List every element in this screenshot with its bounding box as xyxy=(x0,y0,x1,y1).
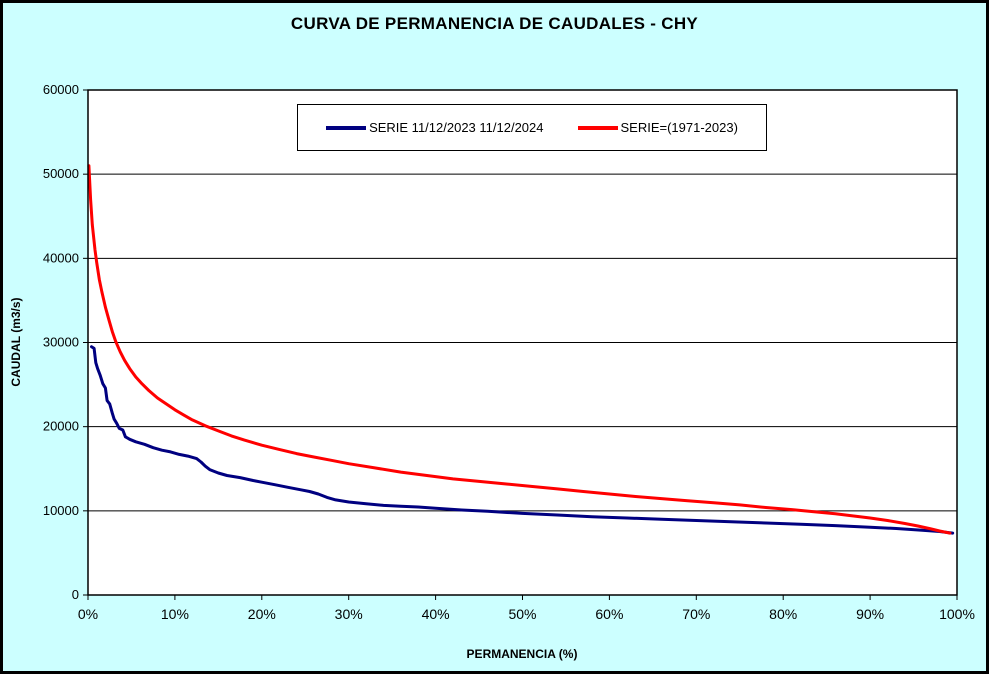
series-line-1 xyxy=(87,164,952,535)
legend-label-serie-2023-2024: SERIE 11/12/2023 11/12/2024 xyxy=(369,120,544,135)
y-tick-label: 40000 xyxy=(43,250,79,265)
legend-item-serie-1971-2023: SERIE=(1971-2023) xyxy=(577,120,738,135)
y-tick-label: 20000 xyxy=(43,419,79,434)
x-tick-label: 40% xyxy=(422,606,450,622)
x-tick-label: 90% xyxy=(856,606,884,622)
plot-area: 0% 10% 20% 30% 40% 50% 60% 70% 80% 90% 100% 0 10000 2… xyxy=(43,82,975,622)
x-tick-label: 30% xyxy=(335,606,363,622)
x-tick-label: 70% xyxy=(682,606,710,622)
legend-line-red xyxy=(577,125,618,130)
x-tick-label: 60% xyxy=(595,606,623,622)
x-tick-label: 20% xyxy=(248,606,276,622)
x-tick-label: 10% xyxy=(161,606,189,622)
y-tick-label: 60000 xyxy=(43,82,79,97)
chart-title: CURVA DE PERMANENCIA DE CAUDALES - CHY xyxy=(290,14,699,33)
x-tick-label: 0% xyxy=(78,606,98,622)
y-tick-label: 30000 xyxy=(43,335,79,350)
x-tick-label: 100% xyxy=(939,606,975,622)
y-tick-label: 10000 xyxy=(43,503,79,518)
legend-line-blue xyxy=(326,125,367,130)
chart-legend: SERIE 11/12/2023 11/12/2024 SERIE=(1971-… xyxy=(297,104,767,151)
y-axis-title: CAUDAL (m3/s) xyxy=(9,297,23,387)
series-line-0 xyxy=(90,345,955,535)
x-tick-label: 80% xyxy=(769,606,797,622)
y-tick-label: 50000 xyxy=(43,166,79,181)
legend-item-serie-2023-2024: SERIE 11/12/2023 11/12/2024 xyxy=(326,120,544,135)
x-axis-title: PERMANENCIA (%) xyxy=(466,647,578,661)
y-tick-label: 0 xyxy=(72,587,79,602)
x-tick-label: 50% xyxy=(508,606,536,622)
legend-label-serie-1971-2023: SERIE=(1971-2023) xyxy=(620,120,738,135)
